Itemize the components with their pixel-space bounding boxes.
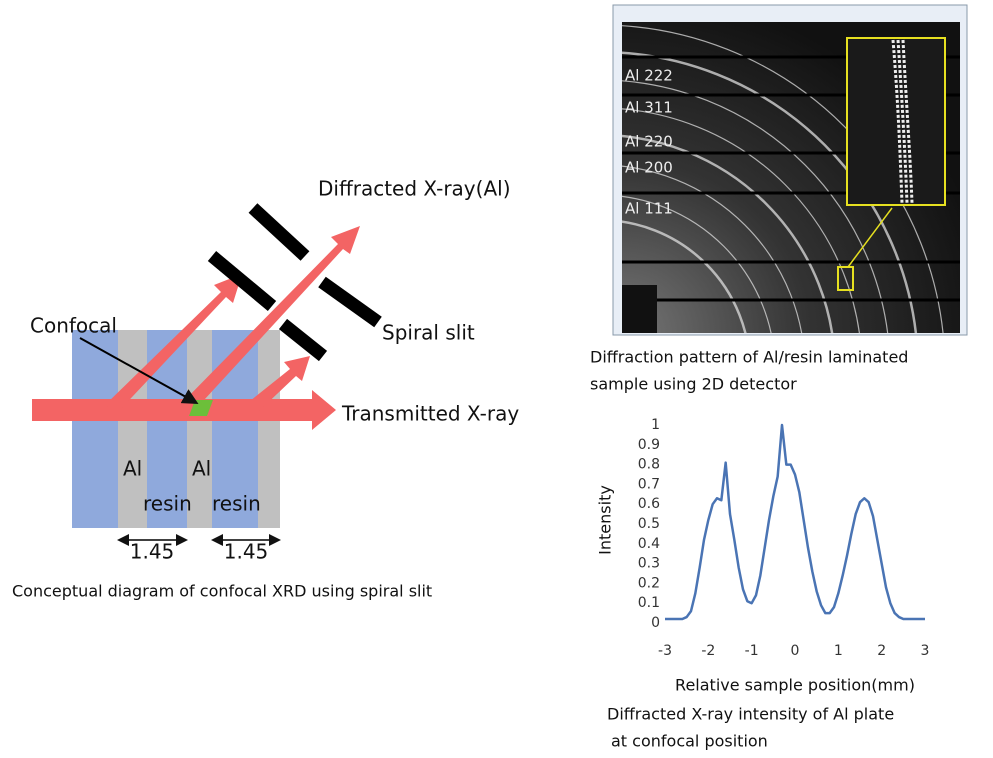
y-tick-label: 0.2 [638, 575, 660, 591]
x-tick-label: 1 [834, 643, 843, 659]
detector-image: Al 222 Al 311 Al 220 Al 200 Al 111 Diffr… [255, 5, 967, 715]
layer-label: Al [123, 457, 142, 481]
caption: sample using 2D detector [590, 375, 797, 394]
caption: Conceptual diagram of confocal XRD using… [12, 582, 432, 601]
caption: Diffraction pattern of Al/resin laminate… [590, 348, 908, 367]
width-label: 1.45 [224, 540, 269, 564]
y-tick-label: 0.5 [638, 516, 660, 532]
layer-label: resin [143, 492, 192, 516]
x-tick-label: 2 [877, 643, 886, 659]
x-tick-label: -1 [745, 643, 759, 659]
y-tick-label: 0 [651, 615, 660, 631]
x-tick-label: -2 [701, 643, 715, 659]
page: Diffracted X-ray(Al) Transmitted X-ray S… [0, 0, 993, 758]
beamstop [622, 285, 657, 333]
label: Spiral slit [382, 321, 475, 345]
slit [253, 208, 305, 256]
y-tick-label: 0.7 [638, 476, 660, 492]
ring-label: Al 111 [625, 200, 673, 218]
y-tick-label: 0.1 [638, 595, 660, 611]
layer [72, 330, 118, 528]
inset [847, 38, 945, 205]
y-tick-label: 0.9 [638, 437, 660, 453]
y-tick-label: 0.6 [638, 496, 660, 512]
label: Transmitted X-ray [341, 402, 519, 426]
label: Confocal [30, 314, 117, 338]
ring-label: Al 200 [625, 159, 673, 177]
y-tick-label: 1 [651, 417, 660, 433]
y-tick-label: 0.3 [638, 556, 660, 572]
y-axis-label: Intensity [596, 485, 615, 555]
x-tick-label: 0 [791, 643, 800, 659]
layer [258, 330, 280, 528]
layer-label: Al [192, 457, 211, 481]
layer-label: resin [212, 492, 261, 516]
diagram: Diffracted X-ray(Al) Transmitted X-ray S… [12, 177, 519, 601]
width-label: 1.45 [130, 540, 175, 564]
ring-label: Al 311 [625, 99, 673, 117]
x-axis-label: Relative sample position(mm) [675, 676, 915, 695]
label: Diffracted X-ray(Al) [318, 177, 511, 201]
ring-label: Al 222 [625, 67, 673, 85]
ring-label: Al 220 [625, 133, 673, 151]
caption: Diffracted X-ray intensity of Al plate [607, 705, 894, 724]
x-tick-label: 3 [921, 643, 930, 659]
x-tick-label: -3 [658, 643, 672, 659]
chart: Intensity Relative sample position(mm) D… [596, 417, 930, 751]
slit [283, 324, 323, 356]
caption: at confocal position [611, 732, 768, 751]
y-tick-label: 0.8 [638, 457, 660, 473]
y-tick-label: 0.4 [638, 536, 660, 552]
slit [322, 282, 378, 322]
data-line [665, 425, 925, 619]
